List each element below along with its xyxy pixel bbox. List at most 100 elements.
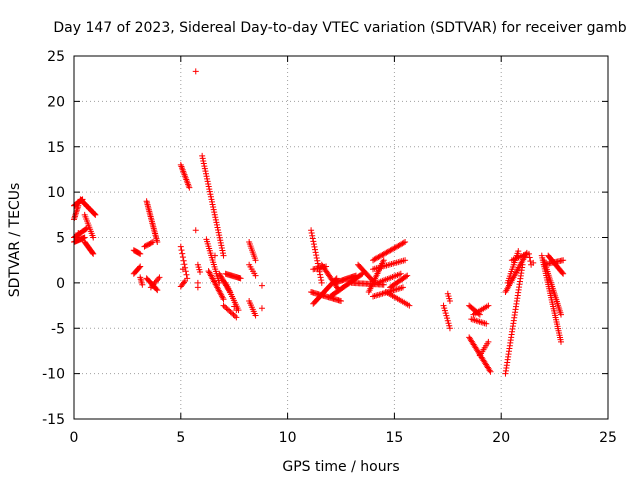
data-point — [318, 279, 325, 286]
data-point — [205, 180, 212, 187]
data-point — [201, 165, 208, 172]
data-point — [207, 191, 214, 198]
x-tick-label: 5 — [176, 430, 185, 446]
data-point — [219, 247, 226, 254]
data-point — [445, 320, 452, 327]
data-point — [441, 307, 448, 314]
data-point — [206, 188, 213, 195]
data-point — [258, 305, 265, 312]
x-tick-label: 20 — [492, 430, 510, 446]
data-point — [90, 250, 97, 257]
data-point — [558, 338, 565, 345]
data-point — [313, 254, 320, 261]
data-point — [154, 239, 161, 246]
data-point — [311, 243, 318, 250]
data-point — [192, 227, 199, 234]
data-point — [137, 263, 144, 270]
data-point — [137, 250, 144, 257]
data-point — [213, 221, 220, 228]
axis-ticks: 0 5 10 15 20 25 25 20 15 10 5 0 -5 -10 -15 — [42, 49, 617, 446]
data-point — [446, 322, 453, 329]
data-point — [485, 302, 492, 309]
data-point — [560, 270, 567, 277]
data-point — [312, 249, 319, 256]
y-tick-label: -5 — [51, 321, 65, 337]
data-point — [181, 261, 188, 268]
data-point — [192, 68, 199, 75]
data-point — [487, 368, 494, 375]
data-point — [444, 315, 451, 322]
data-point — [179, 250, 186, 257]
data-point — [231, 313, 238, 320]
data-point — [310, 241, 317, 248]
data-point — [308, 227, 315, 234]
data-point — [560, 257, 567, 264]
data-point — [446, 298, 453, 305]
data-point — [183, 271, 190, 278]
data-point — [199, 155, 206, 162]
data-point — [194, 284, 201, 291]
data-point — [224, 306, 231, 313]
data-point — [444, 317, 451, 324]
data-point — [558, 311, 565, 318]
data-point — [75, 202, 82, 209]
data-point — [312, 246, 319, 253]
data-point — [186, 184, 193, 191]
data-point — [309, 235, 316, 242]
data-point — [525, 250, 532, 257]
data-point — [219, 250, 226, 257]
data-point — [197, 268, 204, 275]
data-point — [156, 274, 163, 281]
data-point — [309, 232, 316, 239]
data-point — [91, 211, 98, 218]
data-point — [181, 279, 188, 286]
data-point — [317, 271, 324, 278]
data-point — [206, 186, 213, 193]
data-point — [530, 259, 537, 266]
y-tick-label: 5 — [56, 231, 65, 247]
y-tick-label: 0 — [56, 276, 65, 292]
data-point — [515, 248, 522, 255]
data-point — [310, 238, 317, 245]
data-point — [314, 257, 321, 264]
data-point — [204, 178, 211, 185]
data-point — [207, 193, 214, 200]
data-point — [83, 225, 90, 232]
data-points — [71, 68, 567, 377]
x-tick-label: 15 — [385, 430, 403, 446]
data-point — [446, 325, 453, 332]
data-point — [177, 243, 184, 250]
data-point — [317, 274, 324, 281]
data-point — [216, 234, 223, 241]
data-point — [200, 160, 207, 167]
data-point — [219, 294, 226, 301]
data-point — [227, 309, 234, 316]
data-point — [210, 204, 217, 211]
y-tick-label: -10 — [42, 367, 65, 383]
data-point — [308, 230, 315, 237]
x-tick-label: 0 — [70, 430, 79, 446]
data-point — [233, 314, 240, 321]
data-point — [221, 303, 228, 310]
data-point — [214, 224, 221, 231]
data-point — [483, 320, 490, 327]
data-point — [258, 282, 265, 289]
data-point — [402, 273, 409, 280]
data-point — [179, 266, 186, 273]
data-point — [202, 170, 209, 177]
data-point — [399, 284, 406, 291]
data-point — [211, 252, 218, 259]
data-point — [231, 303, 238, 310]
y-tick-label: 10 — [47, 185, 65, 201]
x-tick-label: 10 — [279, 430, 297, 446]
data-point — [220, 296, 227, 303]
data-point — [136, 250, 143, 257]
data-point — [199, 152, 206, 159]
data-point — [318, 277, 325, 284]
data-point — [220, 302, 227, 309]
data-point — [358, 271, 365, 278]
data-point — [210, 206, 217, 213]
data-point — [441, 305, 448, 312]
data-point — [211, 211, 218, 218]
x-tick-label: 25 — [599, 430, 617, 446]
